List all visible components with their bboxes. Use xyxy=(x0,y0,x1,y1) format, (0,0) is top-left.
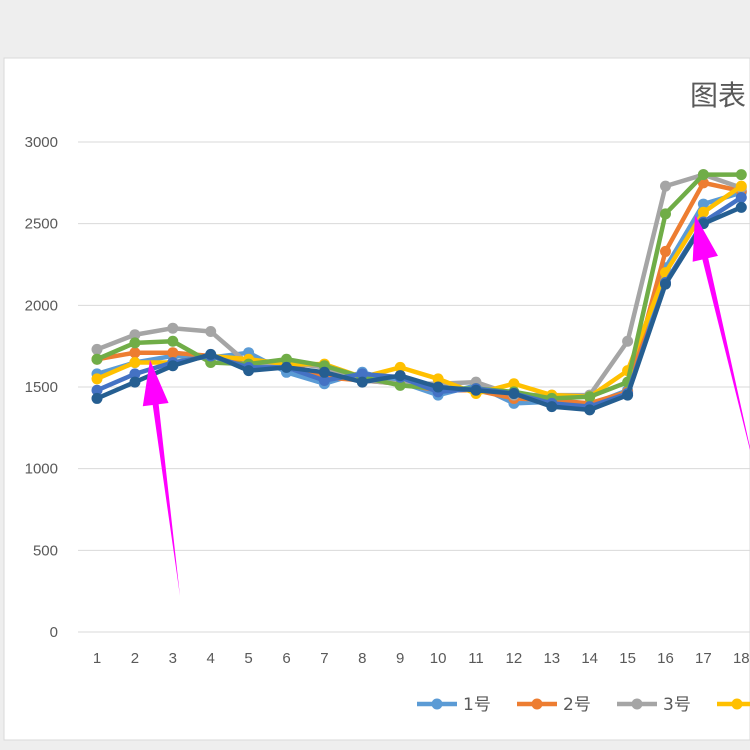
series-lines xyxy=(91,169,747,416)
data-point xyxy=(129,347,141,359)
data-point xyxy=(735,169,747,181)
x-tick-label: 2 xyxy=(131,650,139,667)
annotation-arrow xyxy=(692,215,750,450)
x-tick-label: 4 xyxy=(207,650,215,667)
y-tick-label: 500 xyxy=(33,542,58,559)
legend-swatch-marker xyxy=(531,698,543,710)
gridlines xyxy=(78,141,750,633)
data-point xyxy=(660,245,671,257)
x-tick-label: 15 xyxy=(619,650,636,667)
data-point xyxy=(243,365,255,377)
x-tick-label: 8 xyxy=(358,650,366,667)
y-tick-label: 3000 xyxy=(25,134,58,151)
x-tick-label: 14 xyxy=(581,650,598,667)
data-point xyxy=(394,370,406,382)
legend-swatch-marker xyxy=(731,698,743,710)
data-point xyxy=(129,368,141,380)
data-point xyxy=(129,329,141,341)
data-point xyxy=(356,368,368,380)
data-point xyxy=(356,376,368,388)
data-point xyxy=(660,278,671,290)
y-axis-tick-labels: 0 500 1000 1500 2000 2500 3000 xyxy=(25,134,58,641)
data-point xyxy=(432,381,444,393)
data-point xyxy=(697,198,709,210)
data-point xyxy=(129,337,141,349)
data-point xyxy=(91,353,103,365)
data-point xyxy=(660,208,671,220)
chart-area-background xyxy=(3,57,750,741)
data-point xyxy=(735,201,747,213)
legend-label: 1号 xyxy=(463,695,491,715)
x-tick-label: 1 xyxy=(93,650,101,667)
data-point xyxy=(91,384,103,396)
legend-item: 2号 xyxy=(517,695,591,715)
x-tick-label: 18 xyxy=(733,650,750,667)
x-axis-tick-labels: 1 2 3 4 5 6 7 8 9 10 11 12 13 14 15 16 17 18 xyxy=(93,650,750,667)
data-point xyxy=(622,389,634,401)
data-point xyxy=(167,360,179,372)
x-tick-label: 12 xyxy=(506,650,523,667)
data-point xyxy=(167,347,179,359)
data-point xyxy=(205,348,217,360)
data-point xyxy=(432,373,444,385)
data-point xyxy=(622,335,634,347)
x-tick-label: 7 xyxy=(320,650,328,667)
annotation-arrows xyxy=(142,215,750,596)
data-point xyxy=(91,373,103,385)
data-point xyxy=(697,206,709,218)
chart-title: 图表 xyxy=(690,79,746,112)
data-point xyxy=(205,325,217,337)
x-tick-label: 6 xyxy=(282,650,290,667)
y-tick-label: 2000 xyxy=(25,297,58,314)
x-tick-label: 17 xyxy=(695,650,712,667)
data-point xyxy=(735,192,747,204)
legend-item: 3号 xyxy=(617,695,691,715)
legend-swatch-marker xyxy=(631,698,643,710)
annotation-arrow xyxy=(142,360,180,596)
data-point xyxy=(91,392,103,404)
data-point xyxy=(281,353,292,365)
data-point xyxy=(318,366,330,378)
data-point xyxy=(584,404,596,416)
data-point xyxy=(167,322,179,334)
y-tick-label: 1500 xyxy=(25,379,58,396)
series-7 xyxy=(91,201,747,416)
data-point xyxy=(508,388,520,400)
data-point xyxy=(281,361,292,373)
x-tick-label: 10 xyxy=(430,650,447,667)
legend-label: 2号 xyxy=(563,695,591,715)
legend-label: 3号 xyxy=(663,695,691,715)
data-point xyxy=(318,374,330,386)
data-point xyxy=(394,361,406,373)
data-point xyxy=(167,335,179,347)
legend: 1号 2号 3号 xyxy=(417,695,750,715)
x-tick-label: 16 xyxy=(657,650,674,667)
x-tick-label: 13 xyxy=(543,650,560,667)
data-point xyxy=(697,169,709,181)
y-tick-label: 2500 xyxy=(25,216,58,233)
data-point xyxy=(546,401,558,413)
data-point xyxy=(735,180,747,192)
y-tick-label: 1000 xyxy=(25,461,58,478)
x-tick-label: 3 xyxy=(169,650,177,667)
data-point xyxy=(584,391,596,403)
legend-swatch-marker xyxy=(431,698,443,710)
data-point xyxy=(129,376,141,388)
data-point xyxy=(470,384,482,396)
data-point xyxy=(129,357,141,368)
data-point xyxy=(91,343,103,355)
x-tick-label: 11 xyxy=(468,650,484,667)
y-tick-label: 0 xyxy=(50,624,58,641)
data-point xyxy=(508,378,520,390)
legend-item: 1号 xyxy=(417,695,491,715)
legend-item xyxy=(717,698,750,710)
data-point xyxy=(394,379,406,391)
data-point xyxy=(660,180,671,192)
x-tick-label: 9 xyxy=(396,650,404,667)
series-line xyxy=(94,205,744,413)
x-tick-label: 5 xyxy=(244,650,252,667)
